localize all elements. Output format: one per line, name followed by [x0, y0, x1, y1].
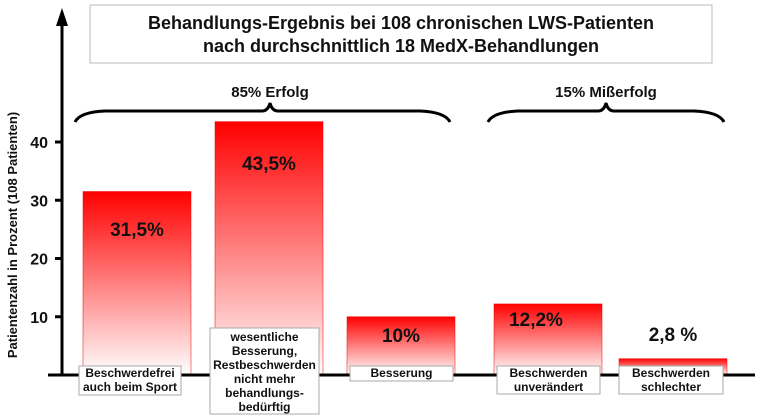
category-label: Beschwerden: [509, 366, 587, 380]
bar-value-label: 12,2%: [509, 310, 563, 331]
bar-value-label: 31,5%: [110, 220, 164, 241]
group-label: 85% Erfolg: [231, 84, 309, 101]
bar: [346, 316, 456, 376]
category-label-box: [349, 365, 454, 382]
category-label: schlechter: [641, 380, 701, 394]
y-axis-label: Patientenzahl in Prozent (108 Patienten): [5, 112, 20, 358]
category-label-box: [496, 365, 601, 395]
category-label-box: [618, 365, 724, 395]
category-label-box: [209, 327, 320, 415]
y-tick-label: 20: [30, 252, 48, 269]
bar: [493, 303, 603, 376]
category-label: auch beim Sport: [83, 380, 177, 394]
category-label: Beschwerden: [632, 366, 710, 380]
bar-value-label: 10%: [382, 326, 420, 347]
y-tick-label: 10: [30, 310, 48, 327]
bar-value-label: 2,8 %: [649, 325, 698, 346]
category-label: behandlungs-: [225, 386, 304, 400]
chart-title-line1: Behandlungs-Ergebnis bei 108 chronischen…: [148, 13, 654, 33]
category-label: wesentliche: [229, 330, 298, 344]
group-brace: [486, 102, 726, 123]
y-tick-label: 40: [30, 135, 48, 152]
category-label: Restbeschwerden: [213, 358, 316, 372]
chart-title-line2: nach durchschnittlich 18 MedX-Behandlung…: [203, 36, 599, 56]
group-label: 15% Mißerfolg: [555, 84, 657, 101]
category-label-box: [78, 365, 182, 396]
category-label: Beschwerdefrei: [85, 366, 174, 380]
group-brace: [73, 102, 452, 123]
category-label: unverändert: [514, 380, 583, 394]
title-box: Behandlungs-Ergebnis bei 108 chronischen…: [89, 4, 713, 64]
bar-value-label: 43,5%: [242, 154, 296, 175]
y-tick-label: 30: [30, 193, 48, 210]
category-label: Besserung,: [232, 344, 297, 358]
y-axis-arrow: [56, 8, 68, 26]
category-label: nicht mehr: [234, 372, 296, 386]
category-label: bedürftig: [239, 400, 291, 414]
bar: [82, 191, 192, 376]
category-label: Besserung: [370, 366, 432, 380]
